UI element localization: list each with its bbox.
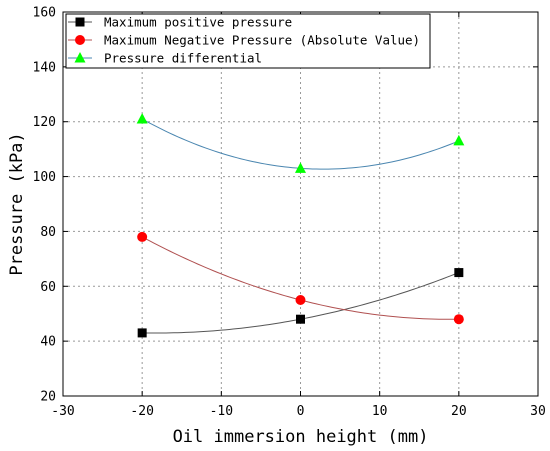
- x-tick-label: -30: [51, 404, 74, 419]
- x-tick-label: -10: [210, 404, 233, 419]
- legend: Maximum positive pressure Maximum Negati…: [65, 13, 431, 69]
- y-axis-label: Pressure (kPa): [7, 132, 27, 275]
- y-tick-label: 60: [40, 280, 56, 295]
- x-axis-label: Oil immersion height (mm): [173, 427, 429, 447]
- legend-label-max-negative: Maximum Negative Pressure (Absolute Valu…: [104, 33, 420, 48]
- x-tick-label: 30: [530, 404, 546, 419]
- legend-swatch-marker: [75, 17, 85, 27]
- y-tick-label: 20: [40, 390, 56, 405]
- point-pressure-differential: [453, 134, 465, 146]
- legend-label-pressure-differential: Pressure differential: [104, 51, 262, 66]
- y-tick-label: 120: [33, 115, 56, 130]
- point-max-positive: [296, 314, 305, 324]
- y-tick-label: 100: [33, 170, 56, 185]
- axis-ticks: -30 -20 -10 0 10 20 30 20 40 60 80 100 120 140 160: [33, 6, 546, 420]
- point-max-positive: [454, 268, 464, 278]
- legend-swatch-marker: [74, 52, 86, 63]
- series-markers: [136, 112, 465, 338]
- y-tick-label: 80: [40, 225, 56, 240]
- y-tick-label: 160: [33, 6, 56, 21]
- point-max-positive: [137, 328, 147, 338]
- point-max-negative: [453, 314, 464, 325]
- point-max-negative: [137, 231, 148, 242]
- legend-label-max-positive: Maximum positive pressure: [104, 15, 292, 30]
- x-tick-label: 0: [297, 404, 305, 419]
- legend-swatch-marker: [75, 35, 85, 45]
- x-tick-label: 20: [451, 404, 467, 419]
- legend-box: [65, 13, 431, 69]
- x-tick-label: -20: [130, 404, 153, 419]
- point-pressure-differential: [295, 162, 306, 173]
- point-pressure-differential: [136, 112, 148, 124]
- curve-pressure-differential: [141, 118, 460, 170]
- grid-lines: [63, 12, 538, 396]
- point-max-negative: [295, 295, 306, 305]
- y-tick-label: 140: [33, 60, 56, 75]
- x-tick-label: 10: [372, 404, 388, 419]
- y-tick-label: 40: [40, 335, 56, 350]
